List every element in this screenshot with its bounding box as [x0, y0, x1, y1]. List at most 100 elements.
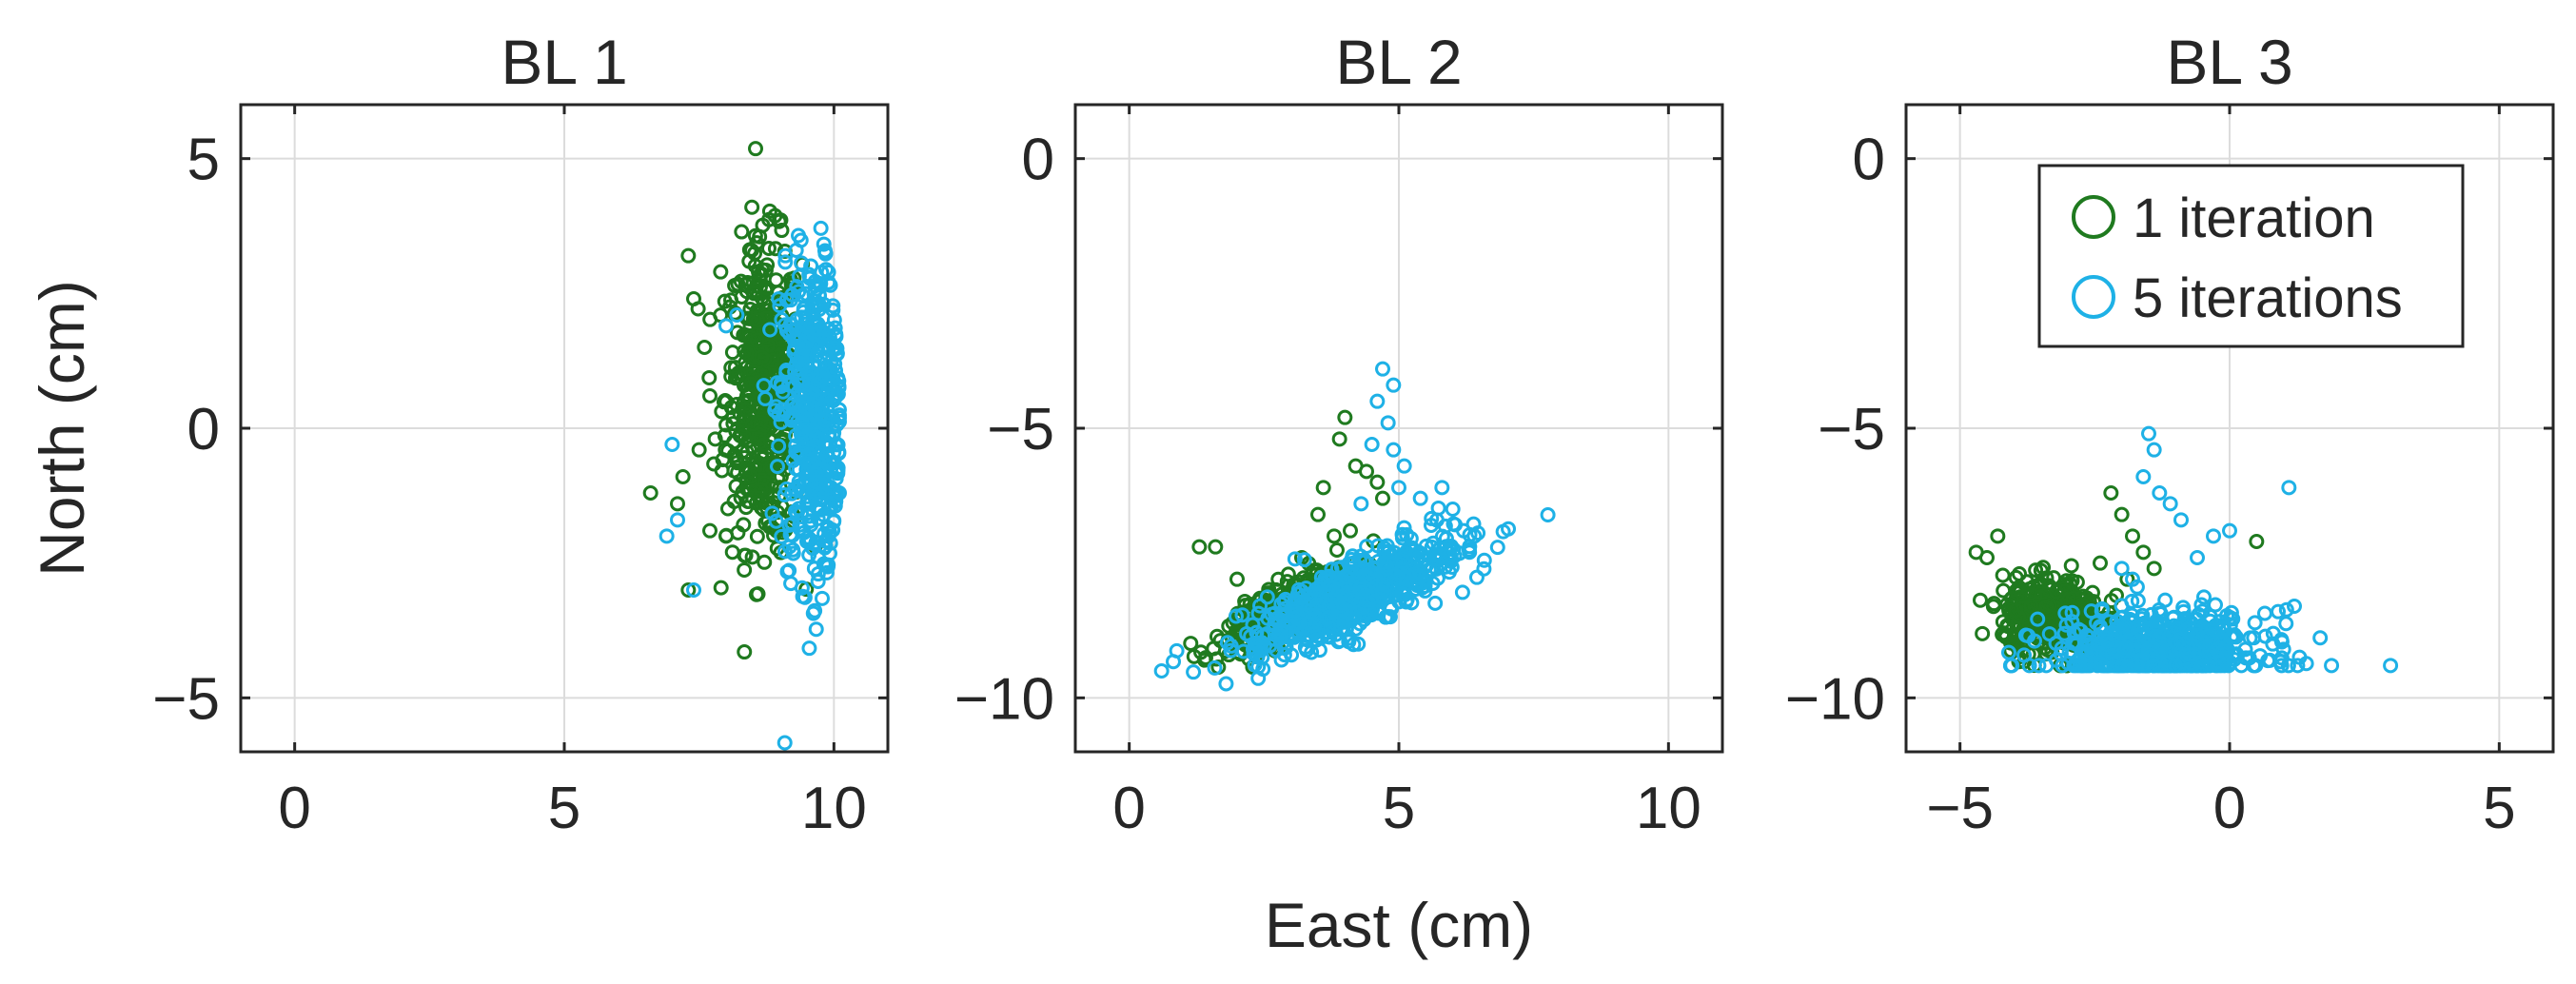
data-point [2012, 566, 2027, 581]
data-point [1356, 552, 1372, 568]
data-point [820, 528, 836, 544]
data-point [779, 563, 796, 580]
data-point [753, 482, 769, 498]
data-point [2132, 622, 2148, 639]
data-point [2135, 469, 2152, 484]
data-point [727, 305, 743, 321]
data-point [2017, 627, 2034, 643]
x-tick-label: 5 [548, 776, 580, 841]
data-point [822, 277, 838, 293]
data-point [2159, 642, 2175, 659]
y-tick-label: −5 [1818, 397, 1885, 462]
data-point [749, 332, 765, 348]
data-point [1315, 480, 1331, 496]
data-point [1369, 393, 1386, 409]
data-point [750, 312, 766, 328]
data-point [713, 264, 729, 280]
data-point [1319, 628, 1335, 644]
data-point [1234, 607, 1250, 623]
data-point [1297, 640, 1313, 656]
data-point [825, 302, 841, 318]
data-point [2129, 658, 2145, 674]
data-point [2114, 658, 2131, 674]
data-point [1424, 518, 1439, 533]
data-point [754, 349, 770, 365]
data-point [1364, 437, 1380, 452]
data-point [2057, 605, 2074, 621]
data-point [744, 416, 760, 432]
data-point [2187, 646, 2203, 662]
x-tick-label: 5 [1383, 776, 1415, 841]
data-point [1466, 528, 1483, 544]
data-point [826, 312, 842, 328]
data-point [1354, 584, 1370, 600]
data-point [832, 485, 847, 501]
data-point [1437, 559, 1453, 575]
data-point [1973, 592, 1989, 608]
data-point [739, 395, 756, 411]
data-point [729, 307, 745, 323]
data-point [734, 224, 750, 240]
x-tick-label: 0 [1112, 776, 1145, 841]
data-point [1310, 506, 1326, 522]
data-point [794, 309, 810, 325]
data-point [2290, 658, 2306, 674]
data-point [772, 298, 788, 314]
y-axis-label: North (cm) [27, 280, 97, 577]
data-point [816, 243, 833, 259]
data-point [808, 621, 824, 638]
data-point [826, 513, 842, 529]
data-point [2065, 635, 2081, 651]
data-point [1979, 550, 1995, 565]
data-point [2060, 655, 2076, 671]
data-point [2023, 598, 2039, 614]
data-point [1382, 609, 1398, 625]
data-point [771, 291, 787, 307]
data-point [736, 377, 752, 393]
data-point [1331, 431, 1347, 447]
data-point [1208, 539, 1224, 555]
y-tick-label: 0 [1022, 128, 1054, 193]
data-point [782, 526, 798, 542]
data-point [1375, 490, 1390, 506]
data-point [2003, 635, 2019, 651]
data-point [702, 522, 718, 539]
data-point [1255, 661, 1271, 678]
data-point [2146, 561, 2162, 577]
data-point [767, 241, 783, 257]
data-point [783, 412, 799, 428]
data-point [1280, 566, 1296, 582]
data-point [2114, 561, 2130, 577]
data-point [670, 496, 685, 512]
data-point [2116, 616, 2133, 632]
x-tick-label: 0 [2213, 776, 2246, 841]
data-point [2162, 496, 2178, 512]
legend-entry: 1 iteration [2133, 187, 2375, 249]
data-point [2125, 571, 2140, 587]
data-point [2383, 658, 2399, 674]
data-point [830, 462, 846, 479]
data-point [1409, 550, 1426, 566]
data-point [2087, 657, 2103, 673]
data-point [747, 227, 763, 244]
data-point [769, 459, 785, 475]
data-point [756, 378, 772, 394]
data-point [1252, 598, 1268, 614]
data-point [1399, 526, 1415, 542]
data-point [2068, 656, 2084, 672]
data-point [791, 284, 807, 300]
data-point [1315, 575, 1331, 591]
data-point [829, 417, 845, 433]
data-point [739, 493, 756, 509]
data-point [1300, 615, 1316, 631]
data-point [1303, 592, 1319, 608]
data-point [808, 465, 824, 482]
data-point [1363, 563, 1379, 580]
data-point [2103, 485, 2119, 501]
data-point [716, 394, 732, 410]
data-point [757, 329, 774, 345]
data-point [828, 464, 844, 481]
data-point [737, 644, 753, 660]
data-point [1321, 609, 1337, 625]
data-point [2081, 593, 2097, 609]
